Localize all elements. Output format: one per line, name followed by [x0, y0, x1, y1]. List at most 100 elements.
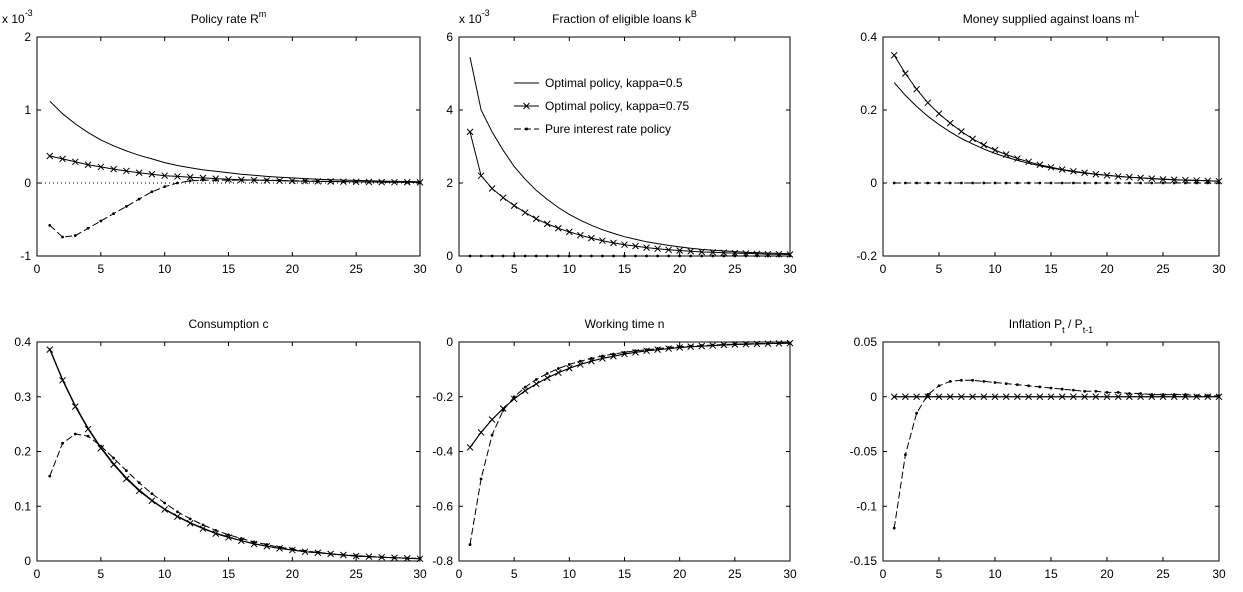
dot-marker-point [545, 254, 549, 258]
dot-marker-point [777, 341, 781, 345]
x-marker-point [632, 242, 639, 250]
x-tick-label: 5 [936, 262, 943, 276]
x-marker-point [1114, 393, 1122, 401]
y-tick-label: 0.2 [860, 103, 877, 117]
x-marker-point [46, 152, 54, 160]
marker-stroke [1114, 173, 1122, 180]
dot-marker-point [1027, 384, 1030, 388]
x-tick-label: 15 [222, 262, 236, 276]
chart-panel-5: 0 5 10 15 20 25 30 -0.8 -0.6 -0.4 -0.2 0 Working tim… [432, 317, 797, 581]
y-tick-label: 0 [870, 176, 877, 190]
dot-marker-point [201, 178, 205, 182]
dot-marker-point [354, 554, 358, 557]
dot-marker-point [380, 555, 384, 559]
dot-marker-point [590, 357, 593, 360]
y-tick-label: 0 [24, 554, 31, 568]
x-tick-label: 0 [456, 262, 463, 276]
dot-marker-point [1172, 393, 1176, 396]
x-marker-point [521, 387, 529, 395]
marker-stroke [1036, 161, 1044, 169]
marker-stroke [1047, 393, 1055, 401]
marker-stroke [135, 487, 143, 495]
chart-title: Policy rate Rm [191, 9, 267, 26]
dot-marker-point [645, 254, 648, 258]
marker-stroke [199, 174, 207, 182]
y-tick-label: -1 [20, 249, 31, 263]
x-tick-label: 10 [158, 262, 172, 276]
dot-marker-point [667, 346, 671, 349]
dot-marker-point [1116, 181, 1120, 185]
marker-stroke [913, 85, 920, 93]
marker-stroke [565, 364, 573, 372]
dot-marker-point [405, 180, 409, 184]
chart-title-part: m [259, 9, 267, 19]
marker-stroke [1148, 393, 1156, 401]
dot-marker-point [601, 354, 604, 358]
y-tick-label: 0 [446, 249, 453, 263]
marker-stroke [786, 251, 794, 258]
dot-marker-point [214, 178, 218, 182]
marker-stroke [588, 357, 595, 365]
marker-stroke [161, 506, 169, 513]
dot-marker-point [1172, 181, 1176, 185]
legend-marker [525, 127, 528, 131]
x-marker-point [1081, 393, 1088, 401]
marker-stroke [488, 416, 496, 423]
x-marker-point [1182, 176, 1189, 184]
marker-stroke [621, 350, 628, 358]
x-tick-label: 5 [97, 567, 104, 581]
dot-marker-point [1217, 394, 1221, 398]
x-tick-label: 10 [988, 262, 1002, 276]
x-marker-point [532, 215, 540, 223]
marker-stroke [510, 202, 518, 209]
dot-marker-point [252, 540, 256, 544]
marker-stroke [1092, 393, 1100, 401]
dot-marker-point [777, 254, 781, 258]
axis-multiplier-exponent: -3 [25, 8, 33, 18]
x-marker-point [1103, 393, 1111, 401]
marker-stroke [186, 519, 194, 527]
dot-marker-point [265, 178, 269, 182]
x-marker-point [148, 170, 156, 178]
chart-title: Working time n [585, 317, 665, 331]
dot-marker-point [567, 363, 571, 366]
dot-marker-point [48, 474, 52, 478]
dot-marker-point [278, 179, 281, 182]
x-marker-point [709, 248, 717, 256]
x-marker-point [1058, 393, 1066, 401]
x-marker-point [599, 237, 606, 245]
dot-marker-point [744, 254, 748, 258]
dot-marker-point [99, 444, 103, 448]
dot-marker-point [612, 352, 615, 356]
marker-stroke [97, 444, 105, 452]
x-marker-point [225, 534, 232, 541]
dot-marker-point [788, 341, 792, 345]
x-marker-point [543, 374, 551, 382]
dot-marker-point [239, 178, 243, 182]
dot-marker-point [1027, 181, 1030, 185]
marker-stroke [599, 355, 606, 362]
dot-marker-point [755, 342, 759, 346]
axis-multiplier-exponent: -3 [482, 8, 490, 18]
x-marker-point [958, 128, 965, 135]
dot-marker-point [556, 254, 560, 258]
dot-marker-point [99, 219, 103, 223]
axes-box [36, 341, 421, 562]
marker-stroke [1114, 393, 1122, 401]
x-tick-label: 20 [286, 567, 300, 581]
dot-marker-point [342, 553, 345, 557]
y-tick-label: 0 [446, 335, 453, 349]
dot-marker-point [61, 235, 64, 239]
dot-marker-point [227, 178, 230, 182]
x-marker-point [621, 350, 628, 358]
x-marker-point [1092, 170, 1100, 178]
marker-stroke [521, 209, 529, 216]
chart-title-part: t-1 [1083, 325, 1094, 335]
dot-marker-point [1049, 181, 1053, 185]
dot-marker-point [278, 545, 281, 549]
x-tick-label: 0 [456, 567, 463, 581]
x-marker-point [731, 249, 739, 257]
x-marker-point [958, 393, 965, 401]
